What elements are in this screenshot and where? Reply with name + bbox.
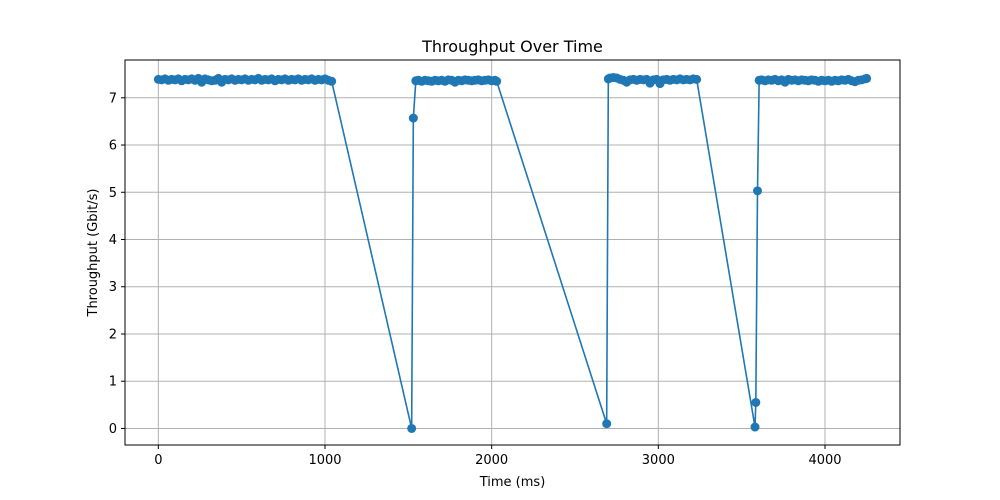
y-tick-label: 0	[109, 422, 117, 437]
series-layer	[153, 72, 872, 433]
y-tick-label: 7	[109, 91, 117, 106]
grid-lines	[125, 60, 900, 445]
y-tick-label: 5	[109, 186, 117, 201]
y-axis-label: Throughput (Gbit/s)	[86, 189, 101, 318]
data-point	[327, 76, 337, 86]
data-point	[602, 419, 612, 429]
x-tick-label: 2000	[475, 453, 508, 468]
x-tick-label: 3000	[642, 453, 675, 468]
data-point	[862, 73, 872, 83]
y-tick-label: 6	[109, 139, 117, 154]
x-axis-label: Time (ms)	[479, 475, 546, 490]
plot-frame	[124, 59, 901, 446]
y-tick-label: 3	[109, 280, 117, 295]
x-tick-label: 0	[154, 453, 162, 468]
data-point	[408, 113, 418, 123]
chart-title: Throughput Over Time	[421, 37, 603, 56]
y-tick-label: 2	[109, 327, 117, 342]
tick-marks: 0 1000 2000 3000 4000 0 1 2 3 4 5 6 7	[109, 91, 842, 468]
data-point	[750, 422, 760, 432]
data-point	[692, 74, 702, 84]
y-tick-label: 4	[109, 233, 117, 248]
y-tick-label: 1	[109, 375, 117, 390]
data-point	[751, 397, 761, 407]
data-point	[492, 76, 502, 86]
data-point	[753, 186, 762, 196]
x-tick-label: 1000	[308, 453, 341, 468]
data-point	[407, 423, 417, 433]
x-tick-label: 4000	[808, 453, 841, 468]
